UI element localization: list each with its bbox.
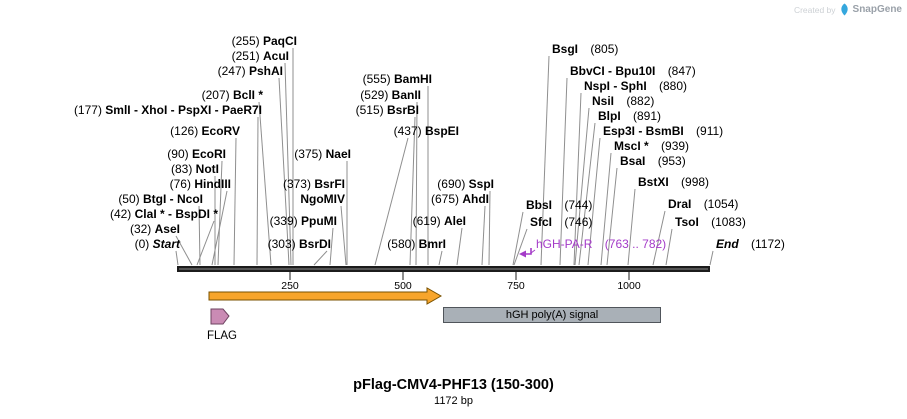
primer-arrow-icon [519, 248, 532, 258]
site-label-btgi-ncoi: (50) BtgI - NcoI [118, 192, 203, 206]
site-label-bstxi: BstXI (998) [638, 175, 710, 189]
map-start-label: (0) Start [134, 237, 180, 251]
ruler-label-250: 250 [281, 280, 299, 292]
watermark-brand: SnapGene [852, 4, 902, 15]
watermark-created-by: Created by [793, 4, 836, 15]
site-label-ppumi: (339) PpuMI [269, 214, 337, 228]
map-end-label: End (1172) [716, 237, 785, 251]
site-label-bamhi: (555) BamHI [362, 72, 432, 86]
site-label-bsgi: BsgI (805) [552, 42, 619, 56]
site-label-esp3i-bsmbi: Esp3I - BsmBI (911) [603, 124, 724, 138]
site-label-bmri: (580) BmrI [387, 237, 446, 251]
site-label-nsii: NsiI (882) [592, 94, 655, 108]
sequence-line [177, 266, 710, 272]
site-label-naei: (375) NaeI [294, 147, 351, 161]
site-label-msci: MscI * (939) [614, 139, 690, 153]
ruler-label-1000: 1000 [617, 280, 641, 292]
watermark: Created by SnapGene [794, 3, 902, 16]
site-label-bcli: (207) BclI * [201, 88, 263, 102]
site-label-smli: (177) SmlI - XhoI - PspXI - PaeR7I [73, 103, 262, 117]
site-label-alei: (619) AleI [412, 214, 466, 228]
site-label-asei: (32) AseI [129, 222, 180, 236]
site-label-banii: (529) BanII [360, 88, 421, 102]
primer-label-hgh-pa-r: hGH-PA-R (763 .. 782) [536, 237, 667, 251]
polya-signal-feature: hGH poly(A) signal [443, 307, 661, 323]
site-label-ahdi: (675) AhdI [430, 192, 489, 206]
site-label-ngomiv: NgoMIV [300, 192, 345, 206]
site-label-bbsi: BbsI (744) [526, 198, 593, 212]
site-label-tsoi: TsoI (1083) [675, 215, 746, 229]
ruler-ticks [289, 272, 630, 280]
site-label-hindiii: (76) HindIII [169, 177, 231, 191]
site-label-bsrdi: (303) BsrDI [267, 237, 331, 251]
leader-lines [175, 48, 714, 266]
site-label-bbvci-bpu10i: BbvCI - Bpu10I (847) [570, 64, 696, 78]
flag-feature-label: FLAG [206, 330, 238, 342]
site-label-bspei: (437) BspEI [393, 124, 459, 138]
map-title: pFlag-CMV4-PHF13 (150-300) [353, 377, 554, 393]
site-label-sfci: SfcI (746) [530, 215, 593, 229]
site-label-clai-bspdi: (42) ClaI * - BspDI * [109, 207, 218, 221]
site-label-paqci: (255) PaqCI [231, 34, 297, 48]
orf-arrow [208, 287, 443, 305]
site-label-ecorv: (126) EcoRV [170, 124, 240, 138]
ruler-label-500: 500 [394, 280, 412, 292]
site-label-bsrfi: (373) BsrFI [282, 177, 345, 191]
site-label-acui: (251) AcuI [231, 49, 289, 63]
flag-tag-icon [210, 308, 230, 325]
site-label-noti: (83) NotI [170, 162, 219, 176]
site-label-ecori: (90) EcoRI [167, 147, 226, 161]
site-label-bsai: BsaI (953) [620, 154, 686, 168]
site-label-nspi-sphi: NspI - SphI (880) [584, 79, 688, 93]
ruler-label-750: 750 [507, 280, 525, 292]
site-label-bsrbi: (515) BsrBI [355, 103, 419, 117]
map-length: 1172 bp [434, 395, 473, 407]
site-label-pshai: (247) PshAI [217, 64, 283, 78]
site-label-blpi: BlpI (891) [598, 109, 662, 123]
site-label-sspi: (690) SspI [437, 177, 494, 191]
site-label-drai: DraI (1054) [668, 197, 739, 211]
snapgene-logo-icon [840, 3, 848, 16]
